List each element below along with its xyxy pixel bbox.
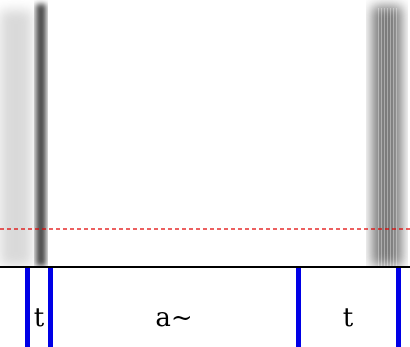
tier-divider	[0, 266, 410, 268]
segment-boundary[interactable]	[48, 268, 53, 347]
segment-label: t	[342, 303, 354, 333]
segment-label: t	[33, 303, 45, 333]
segment-label: a~	[155, 303, 193, 333]
burst-1	[36, 4, 46, 266]
segment-boundary[interactable]	[25, 268, 30, 347]
vowel-energy	[48, 0, 308, 268]
segment-boundary[interactable]	[296, 268, 301, 347]
spectrogram-panel	[0, 0, 410, 268]
segment-boundary[interactable]	[396, 268, 401, 347]
leading-noise	[0, 10, 32, 266]
spectrogram-svg	[0, 0, 410, 268]
